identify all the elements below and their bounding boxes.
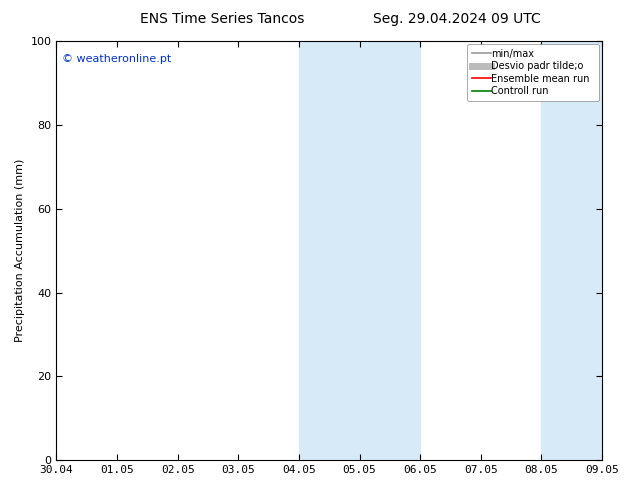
Legend: min/max, Desvio padr tilde;o, Ensemble mean run, Controll run: min/max, Desvio padr tilde;o, Ensemble m… <box>467 44 599 101</box>
Text: ENS Time Series Tancos: ENS Time Series Tancos <box>139 12 304 26</box>
Bar <box>299 41 359 460</box>
Bar <box>541 41 602 460</box>
Text: © weatheronline.pt: © weatheronline.pt <box>62 53 171 64</box>
Bar <box>359 41 420 460</box>
Text: Seg. 29.04.2024 09 UTC: Seg. 29.04.2024 09 UTC <box>373 12 540 26</box>
Y-axis label: Precipitation Accumulation (mm): Precipitation Accumulation (mm) <box>15 159 25 343</box>
